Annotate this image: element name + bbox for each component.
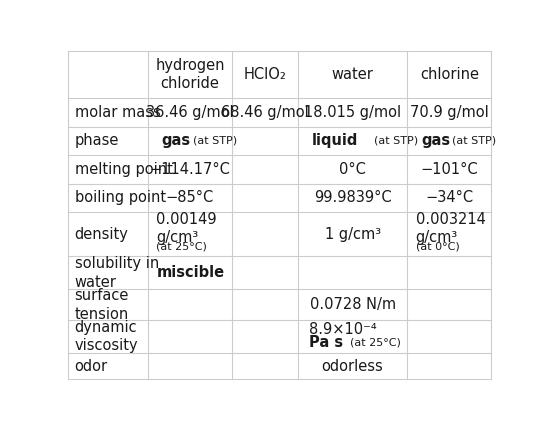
Text: hydrogen
chloride: hydrogen chloride: [155, 58, 225, 91]
Text: 8.9×10⁻⁴: 8.9×10⁻⁴: [309, 322, 377, 337]
Text: −34°C: −34°C: [425, 190, 473, 205]
Text: 0.00149
g/cm³: 0.00149 g/cm³: [156, 212, 217, 245]
Text: −85°C: −85°C: [166, 190, 214, 205]
Text: −101°C: −101°C: [420, 162, 478, 177]
Text: 0°C: 0°C: [339, 162, 366, 177]
Text: gas: gas: [162, 133, 191, 148]
Text: miscible: miscible: [156, 265, 224, 280]
Text: Pa s: Pa s: [309, 335, 343, 350]
Text: liquid: liquid: [312, 133, 358, 148]
Text: water: water: [331, 67, 373, 82]
Text: molar mass: molar mass: [75, 105, 161, 120]
Text: dynamic
viscosity: dynamic viscosity: [75, 320, 138, 354]
Text: melting point: melting point: [75, 162, 173, 177]
Text: 0.0728 N/m: 0.0728 N/m: [310, 297, 396, 312]
Text: solubility in
water: solubility in water: [75, 256, 159, 290]
Text: phase: phase: [75, 133, 119, 148]
Text: gas: gas: [421, 133, 450, 148]
Text: (at STP): (at STP): [193, 136, 237, 146]
Text: chlorine: chlorine: [420, 67, 479, 82]
Text: (at STP): (at STP): [452, 136, 496, 146]
Text: odorless: odorless: [322, 359, 383, 374]
Text: odor: odor: [75, 359, 108, 374]
Text: 99.9839°C: 99.9839°C: [314, 190, 391, 205]
Text: 18.015 g/mol: 18.015 g/mol: [304, 105, 401, 120]
Text: (at 25°C): (at 25°C): [156, 242, 207, 252]
Text: 36.46 g/mol: 36.46 g/mol: [146, 105, 234, 120]
Text: (at STP): (at STP): [374, 136, 418, 146]
Text: 0.003214
g/cm³: 0.003214 g/cm³: [416, 212, 485, 245]
Text: boiling point: boiling point: [75, 190, 166, 205]
Text: surface
tension: surface tension: [75, 288, 129, 322]
Text: −114.17°C: −114.17°C: [150, 162, 230, 177]
Text: 68.46 g/mol: 68.46 g/mol: [221, 105, 309, 120]
Text: 70.9 g/mol: 70.9 g/mol: [410, 105, 489, 120]
Text: (at 0°C): (at 0°C): [416, 242, 459, 252]
Text: (at 25°C): (at 25°C): [351, 337, 401, 348]
Text: HClO₂: HClO₂: [244, 67, 287, 82]
Text: 1 g/cm³: 1 g/cm³: [324, 227, 381, 242]
Text: density: density: [75, 227, 128, 242]
